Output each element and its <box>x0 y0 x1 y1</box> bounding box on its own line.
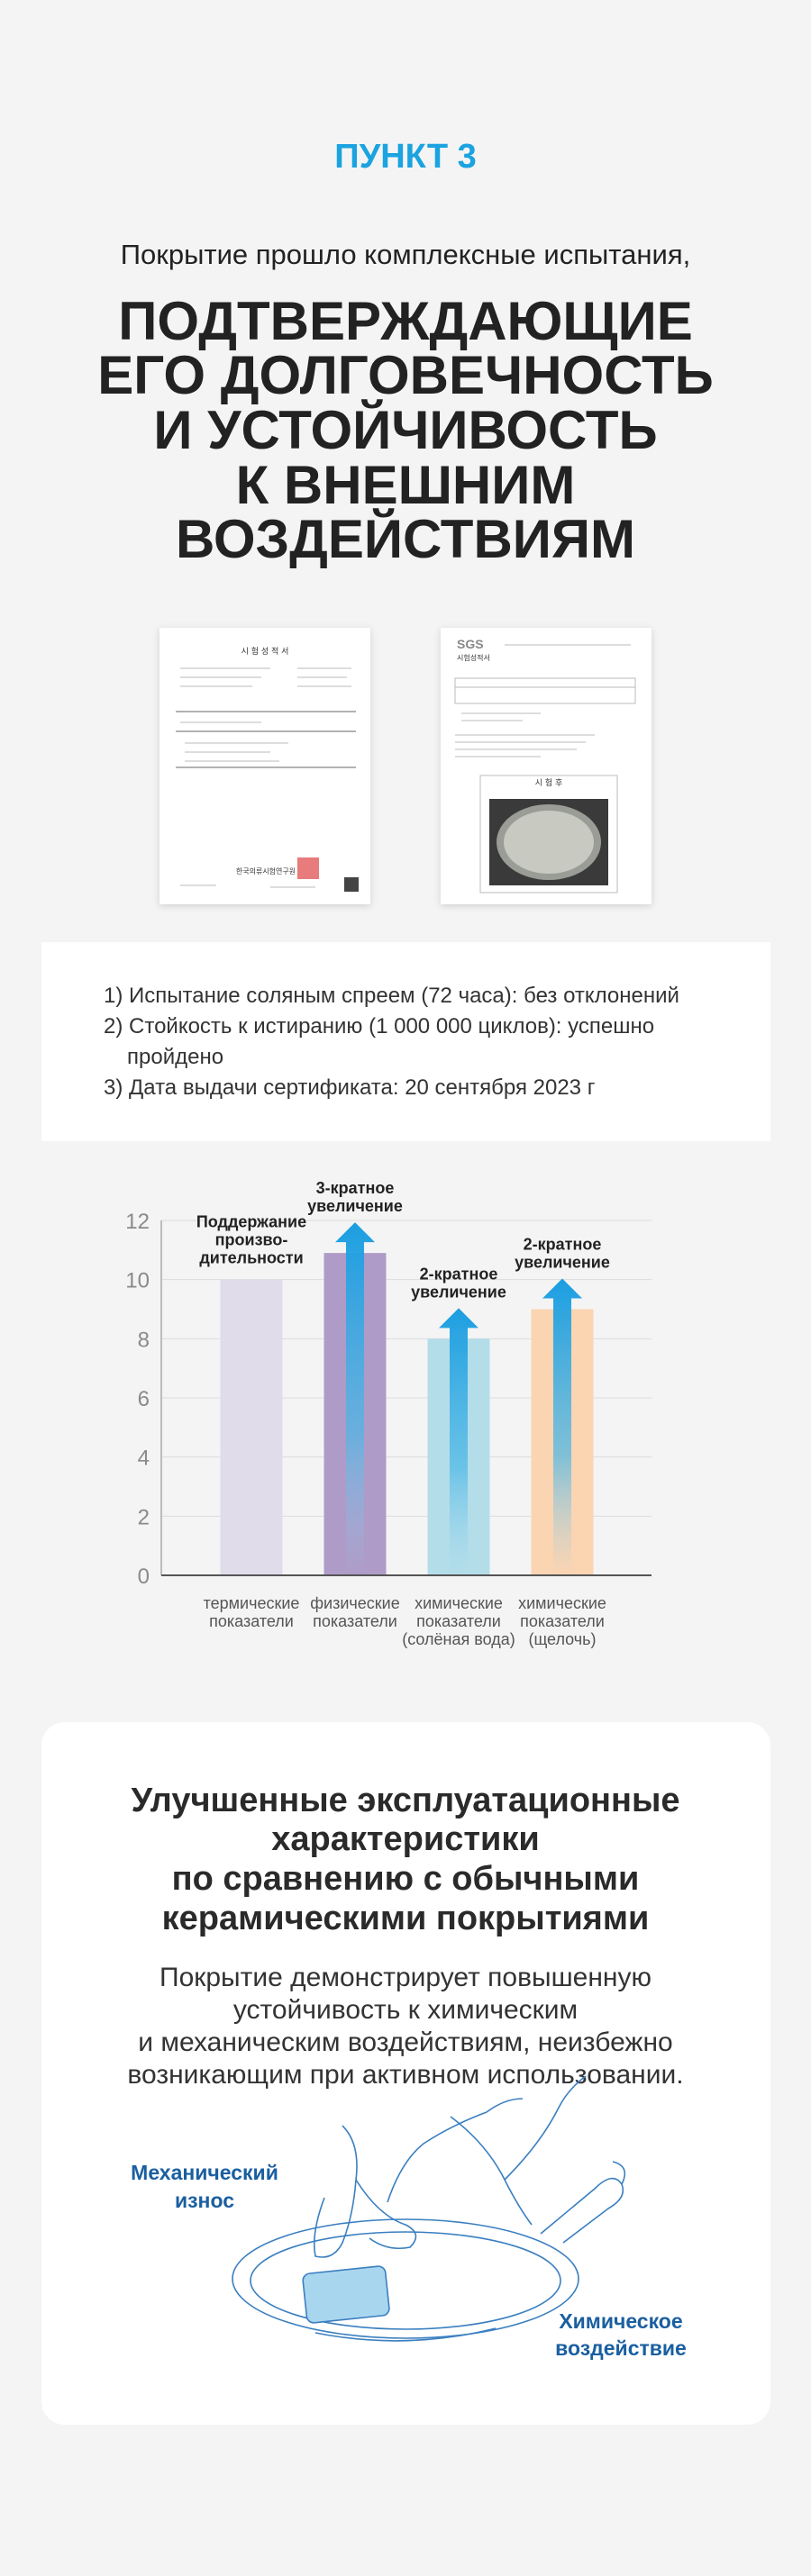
heading-line: ВОЗДЕЙСТВИЯМ <box>176 509 635 569</box>
annotation: 2-кратное <box>524 1236 602 1254</box>
arrow <box>335 1222 375 1575</box>
certificate: 시 험 성 적 서 한국의류시험연구원 <box>159 628 370 904</box>
y-tick-label: 2 <box>138 1505 150 1529</box>
card-title: по сравнению с обычными <box>172 1860 640 1898</box>
annotation: увеличение <box>515 1254 610 1272</box>
card-text: и механическим воздействиям, неизбежно <box>138 2027 672 2057</box>
section-label: ПУНКТ 3 <box>334 138 476 176</box>
x-tick-label: (солёная вода) <box>402 1630 515 1648</box>
photo-caption: 시 험 후 <box>535 778 563 788</box>
x-tick-label: показатели <box>520 1612 605 1630</box>
annotation: увеличение <box>307 1197 403 1215</box>
x-tick-label: химические <box>415 1594 503 1612</box>
card-title: керамическими покрытиями <box>162 1900 650 1937</box>
arrow <box>439 1308 478 1575</box>
annotation: увеличение <box>411 1283 506 1301</box>
y-tick-label: 0 <box>138 1565 150 1589</box>
x-tick-label: физические <box>310 1594 400 1612</box>
illustration <box>232 2075 626 2342</box>
arrow <box>542 1278 582 1575</box>
illustration-label: Химическое <box>559 2309 682 2333</box>
x-tick-label: термические <box>204 1594 300 1612</box>
heading-line: И УСТОЙЧИВОСТЬ <box>153 400 657 460</box>
bar <box>220 1279 283 1575</box>
y-tick-label: 8 <box>138 1328 150 1352</box>
annotation: Поддержание <box>196 1213 306 1231</box>
test-item: 1) Испытание соляным спреем (72 часа): б… <box>104 984 679 1008</box>
certificate-title: 시험성적서 <box>457 653 490 662</box>
annotation: произво- <box>215 1231 288 1249</box>
x-tick-label: показатели <box>209 1612 294 1630</box>
illustration-label: Механический <box>131 2161 278 2184</box>
annotation: 2-кратное <box>420 1265 498 1283</box>
card-text: Покрытие демонстрирует повышенную <box>159 1963 652 1992</box>
card-text: возникающим при активном использовании. <box>127 2060 683 2090</box>
x-tick-label: химические <box>518 1594 606 1612</box>
info-card <box>41 1722 770 2425</box>
card-title: Улучшенные эксплуатационные <box>131 1782 679 1819</box>
illustration-label: воздействие <box>555 2336 687 2360</box>
y-tick-label: 10 <box>125 1269 150 1293</box>
certificate-issuer: 한국의류시험연구원 <box>236 866 296 875</box>
x-tick-label: (щелочь) <box>528 1630 596 1648</box>
heading-line: ЕГО ДОЛГОВЕЧНОСТЬ <box>97 345 714 405</box>
certificate-logo: SGS <box>457 637 484 651</box>
x-tick-label: показатели <box>416 1612 501 1630</box>
test-item: 2) Стойкость к истиранию (1 000 000 цикл… <box>104 1014 655 1069</box>
x-tick-label: показатели <box>313 1612 397 1630</box>
certificate-title: 시 험 성 적 서 <box>241 646 289 657</box>
illustration-label: износ <box>175 2189 234 2212</box>
heading-line: К ВНЕШНИМ <box>236 455 576 515</box>
tests-box: 1) Испытание соляным спреем (72 часа): б… <box>41 942 770 1141</box>
card-title: характеристики <box>271 1820 539 1858</box>
certificate: SGS 시험성적서 시 험 후 <box>441 628 652 904</box>
annotation: 3-кратное <box>316 1179 395 1197</box>
test-item: 3) Дата выдачи сертификата: 20 сентября … <box>104 1075 596 1100</box>
annotation: дительности <box>199 1249 303 1267</box>
y-tick-label: 4 <box>138 1447 150 1471</box>
heading-line: ПОДТВЕРЖДАЮЩИЕ <box>118 291 692 351</box>
lead: Покрытие прошло комплексные испытания, <box>121 239 690 270</box>
y-tick-label: 6 <box>138 1387 150 1411</box>
y-tick-label: 12 <box>125 1210 150 1234</box>
card-text: устойчивость к химическим <box>233 1995 578 2025</box>
